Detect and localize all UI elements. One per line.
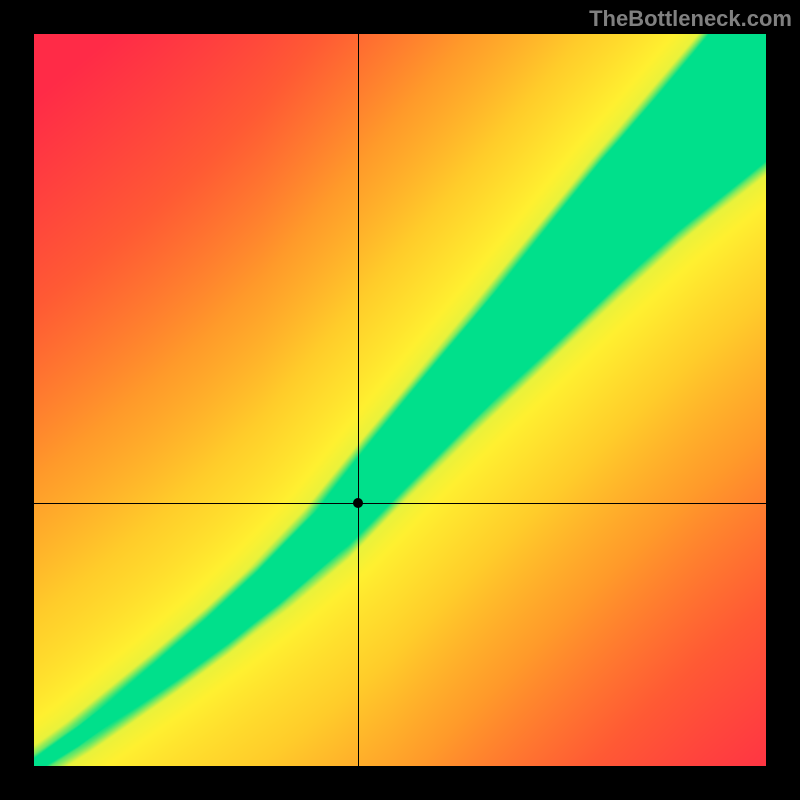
crosshair-horizontal — [34, 503, 766, 504]
plot-area — [34, 34, 766, 766]
crosshair-vertical — [358, 34, 359, 766]
crosshair-point — [353, 498, 363, 508]
heatmap-canvas — [34, 34, 766, 766]
watermark-text: TheBottleneck.com — [589, 6, 792, 32]
